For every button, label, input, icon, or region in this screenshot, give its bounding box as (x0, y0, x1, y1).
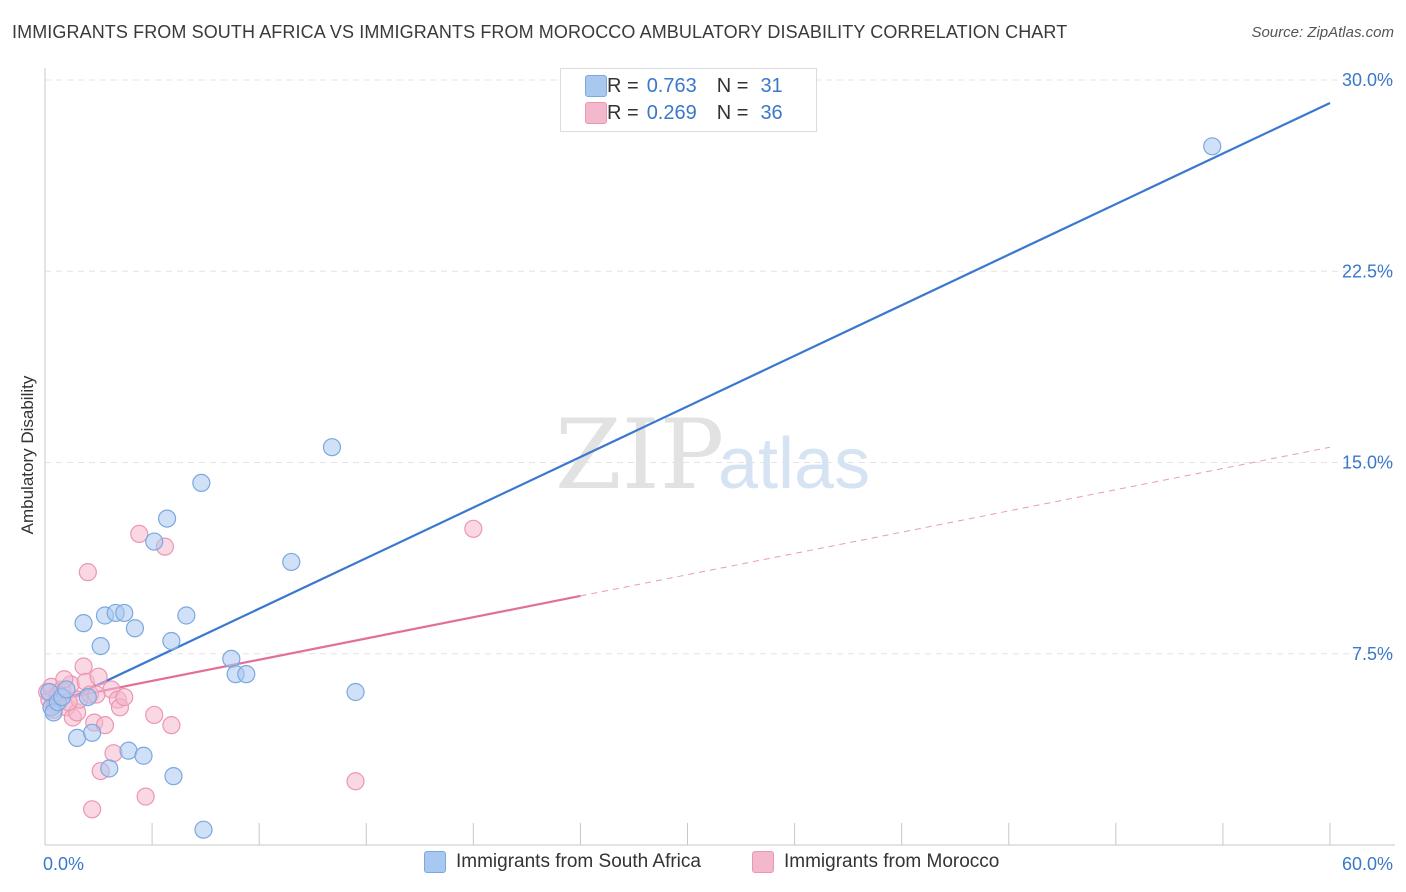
n-label: N = (716, 74, 749, 97)
data-points (38, 137, 1222, 839)
point-south-africa (194, 820, 213, 839)
series-legend: Immigrants from South Africa Immigrants … (0, 851, 1406, 879)
point-morocco (78, 563, 97, 582)
point-south-africa (78, 687, 97, 707)
legend-label-morocco: Immigrants from Morocco (784, 851, 1000, 872)
y-tick-label: 30.0% (1342, 70, 1393, 90)
legend-label-south-africa: Immigrants from South Africa (456, 851, 701, 872)
point-morocco (162, 716, 181, 735)
axes (44, 68, 1395, 846)
stats-legend-row-morocco: R = 0.269 N = 36 (585, 101, 783, 125)
trendline-morocco (44, 594, 581, 704)
point-south-africa (74, 614, 93, 633)
point-south-africa (164, 767, 183, 786)
r-label: R = (607, 74, 639, 97)
x-tick-label: 0.0% (43, 854, 84, 874)
tick-labels: 7.5% 15.0% 22.5% 30.0% 0.0% 60.0% (43, 70, 1393, 874)
point-morocco (136, 787, 155, 806)
point-south-africa (1203, 137, 1222, 156)
legend-swatch-morocco (752, 851, 774, 873)
trendline-south-africa (44, 101, 1331, 711)
watermark-zip: ZIP (555, 399, 724, 511)
point-south-africa (162, 631, 181, 651)
legend-swatch-south-africa (424, 851, 446, 873)
chart-title: IMMIGRANTS FROM SOUTH AFRICA VS IMMIGRAN… (12, 22, 1068, 42)
point-morocco (346, 772, 365, 791)
legend-swatch-south-africa (585, 75, 607, 97)
point-south-africa (91, 636, 110, 656)
trend-lines (44, 101, 1331, 711)
point-morocco (130, 524, 149, 544)
legend-item-morocco[interactable]: Immigrants from Morocco (752, 851, 999, 873)
r-label: R = (607, 101, 639, 124)
point-south-africa (322, 438, 342, 457)
point-south-africa (237, 665, 256, 684)
point-morocco (464, 519, 483, 538)
point-south-africa (145, 532, 164, 551)
y-tick-label: 22.5% (1342, 261, 1393, 281)
watermark: ZIP atlas (555, 399, 870, 511)
point-south-africa (134, 746, 153, 765)
r-value: 0.269 (646, 101, 697, 124)
y-tick-label: 15.0% (1342, 453, 1393, 473)
point-morocco (83, 800, 102, 819)
point-south-africa (57, 680, 76, 699)
x-tick-label: 60.0% (1342, 854, 1393, 874)
y-tick-label: 7.5% (1352, 644, 1393, 664)
point-morocco (74, 657, 93, 676)
stats-legend-row-south-africa: R = 0.763 N = 31 (585, 74, 783, 98)
point-south-africa (192, 473, 211, 492)
n-value: 36 (760, 101, 783, 124)
point-morocco (104, 744, 123, 763)
point-south-africa (100, 759, 119, 778)
watermark-atlas: atlas (718, 424, 870, 504)
point-south-africa (346, 682, 365, 702)
n-value: 31 (760, 74, 783, 97)
point-south-africa (83, 723, 102, 742)
stats-legend: R = 0.763 N = 31 R = 0.269 N = 36 (560, 68, 817, 132)
point-morocco (145, 705, 164, 725)
source-credit: Source: ZipAtlas.com (1251, 24, 1394, 41)
point-south-africa (157, 509, 177, 528)
point-south-africa (125, 619, 145, 638)
r-value: 0.763 (646, 74, 697, 97)
legend-item-south-africa[interactable]: Immigrants from South Africa (424, 851, 701, 873)
n-label: N = (716, 101, 749, 124)
point-morocco (89, 667, 108, 686)
point-south-africa (177, 606, 196, 625)
point-south-africa (282, 552, 301, 572)
legend-swatch-morocco (585, 102, 607, 124)
point-morocco (115, 687, 134, 707)
point-south-africa (115, 603, 134, 623)
grid-lines (45, 79, 1395, 655)
point-south-africa (222, 649, 241, 668)
